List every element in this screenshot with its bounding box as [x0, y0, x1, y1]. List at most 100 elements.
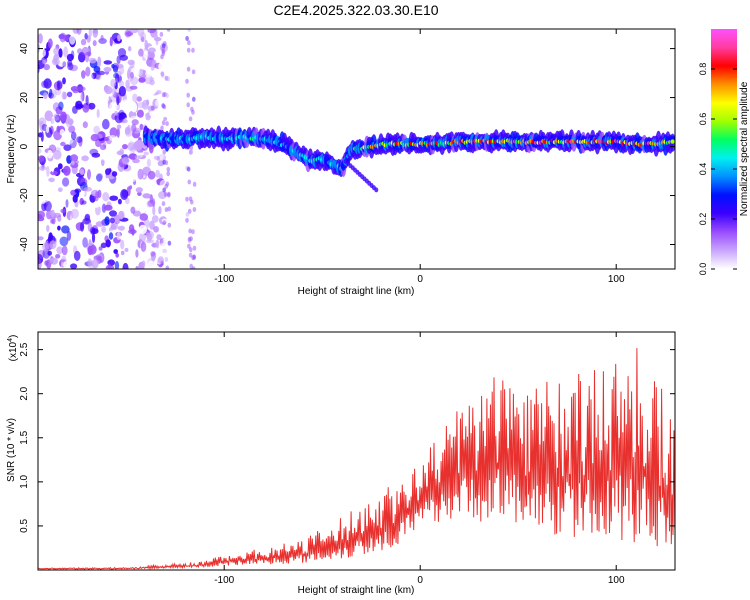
- noise-blob: [160, 125, 164, 131]
- noise-blob: [85, 51, 90, 63]
- noise-blob: [84, 33, 88, 40]
- noise-blob: [80, 221, 85, 232]
- noise-blob: [161, 46, 165, 51]
- noise-blob: [91, 72, 97, 80]
- noise-blob: [150, 251, 156, 257]
- noise-blob: [89, 73, 94, 84]
- spectrogram-x-label: Height of straight line (km): [298, 286, 415, 297]
- noise-blob: [40, 166, 45, 171]
- noise-blob: [130, 206, 136, 214]
- snr-multiplier-exp: 4: [7, 338, 14, 342]
- y-tick-label: -40: [19, 237, 30, 252]
- noise-blob: [192, 254, 197, 260]
- noise-blob: [191, 69, 196, 75]
- noise-blob: [162, 248, 168, 253]
- noise-blob: [187, 243, 191, 249]
- colorbar-label: Normalized spectral amplitude: [739, 81, 750, 216]
- noise-blob: [120, 189, 129, 200]
- noise-blob: [120, 239, 125, 250]
- noise-blob: [144, 250, 150, 257]
- spectrogram-marks: [38, 29, 675, 269]
- snr-frame: [37, 331, 676, 571]
- noise-blob: [81, 155, 89, 162]
- noise-blob: [110, 242, 118, 248]
- noise-blob: [38, 259, 42, 269]
- y-tick-label: 1.5: [19, 430, 30, 444]
- noise-blob: [115, 252, 119, 258]
- noise-blob: [40, 199, 46, 205]
- noise-blob: [186, 92, 190, 98]
- snr-multiplier-base: (x10: [8, 341, 19, 361]
- noise-blob: [88, 29, 92, 38]
- noise-blob: [57, 225, 61, 231]
- noise-blob: [124, 248, 129, 252]
- noise-blob: [148, 47, 156, 53]
- snr-multiplier: (x104): [7, 335, 19, 362]
- noise-blob: [57, 163, 63, 170]
- noise-blob: [164, 160, 169, 166]
- noise-blob: [67, 62, 74, 71]
- noise-blob: [152, 198, 156, 207]
- noise-blob: [131, 227, 135, 236]
- noise-blob: [127, 133, 134, 143]
- noise-blob: [61, 225, 70, 234]
- noise-blob: [77, 48, 83, 55]
- noise-blob: [146, 50, 155, 60]
- noise-blob: [164, 207, 169, 213]
- noise-blob: [60, 261, 65, 269]
- noise-blob: [38, 132, 43, 138]
- noise-blob: [67, 109, 72, 114]
- noise-blob: [131, 123, 137, 133]
- noise-blob: [128, 46, 132, 52]
- noise-blob: [96, 74, 102, 81]
- noise-blob: [133, 67, 140, 77]
- noise-blob: [137, 161, 145, 167]
- noise-blob: [185, 211, 190, 217]
- noise-blob: [106, 149, 111, 155]
- colorbar: 0.0 0.2 0.4 0.6 0.8 Normalized spectral ampl…: [698, 29, 750, 275]
- x-tick-label: -100: [214, 575, 234, 586]
- noise-blob: [188, 228, 192, 234]
- noise-blob: [186, 47, 191, 53]
- noise-blob: [63, 46, 68, 58]
- noise-blob: [138, 77, 146, 83]
- noise-blob: [106, 181, 112, 190]
- noise-blob: [62, 165, 71, 176]
- noise-blob: [42, 242, 50, 251]
- noise-blob: [44, 110, 54, 122]
- spectrogram-x-ticks: -100 0 100: [214, 29, 625, 285]
- noise-blob: [50, 209, 55, 218]
- colorbar-ticks: 0.0 0.2 0.4 0.6 0.8: [698, 63, 737, 275]
- noise-blob: [166, 166, 171, 172]
- noise-blob: [70, 208, 79, 219]
- noise-blob: [72, 89, 79, 94]
- noise-blob: [80, 38, 87, 46]
- noise-blob: [130, 115, 138, 121]
- noise-blob: [117, 34, 121, 42]
- noise-blob: [116, 150, 124, 156]
- noise-blob: [149, 83, 158, 94]
- noise-blob: [118, 210, 124, 220]
- colorbar-scale: [711, 29, 737, 269]
- noise-blob: [156, 234, 162, 241]
- noise-blob: [46, 259, 52, 269]
- noise-blob: [114, 110, 118, 116]
- noise-blob: [77, 86, 86, 92]
- noise-blob: [149, 220, 155, 230]
- noise-blob: [146, 158, 151, 167]
- noise-blob: [101, 156, 109, 161]
- noise-blob: [96, 173, 103, 180]
- noise-blob: [61, 245, 68, 256]
- noise-blob: [167, 240, 172, 246]
- noise-blob: [139, 123, 144, 131]
- noise-blob: [50, 219, 54, 224]
- noise-blob: [120, 250, 125, 256]
- noise-blob: [108, 55, 113, 61]
- noise-blob: [103, 60, 113, 65]
- noise-blob: [165, 93, 169, 98]
- noise-blob: [103, 136, 109, 142]
- noise-blob: [51, 161, 55, 173]
- noise-blob: [76, 103, 84, 109]
- noise-blob: [91, 152, 101, 158]
- noise-blob: [149, 79, 155, 86]
